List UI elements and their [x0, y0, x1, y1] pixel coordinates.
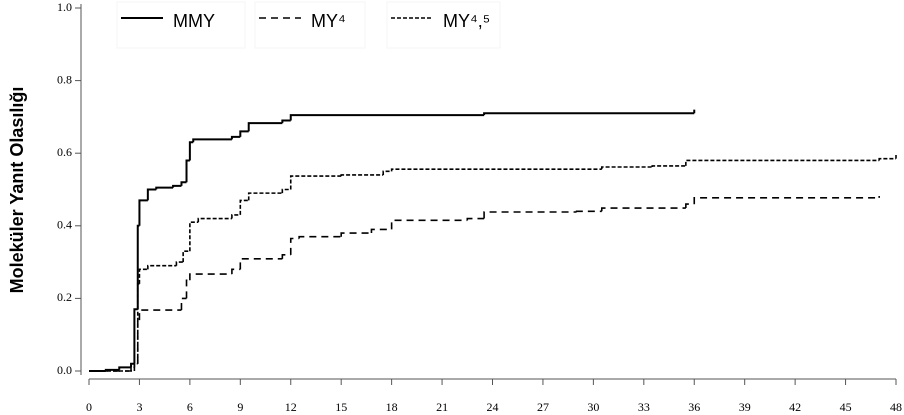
step-segment — [147, 264, 177, 270]
step-segment — [685, 203, 695, 209]
step-segment — [188, 141, 194, 161]
step-segment — [189, 273, 232, 281]
x-tick-label: 42 — [789, 400, 801, 414]
step-segment — [466, 217, 485, 221]
step-segment — [239, 199, 249, 215]
step-segment — [138, 199, 148, 226]
x-tick-label: 9 — [237, 400, 243, 414]
step-segment — [281, 119, 291, 124]
x-tick-label: 39 — [739, 400, 751, 414]
x-tick-label: 27 — [537, 400, 549, 414]
step-segment — [575, 210, 602, 213]
step-segment — [289, 237, 300, 255]
step-segment — [180, 181, 187, 186]
step-segment — [483, 211, 577, 219]
x-tick-label: 48 — [890, 400, 902, 414]
x-tick-label: 24 — [487, 400, 499, 414]
step-segment — [133, 362, 138, 368]
y-tick-label: 0.4 — [57, 218, 72, 232]
step-segment — [118, 366, 132, 370]
legend-label: MMY — [173, 11, 215, 31]
x-tick-label: 0 — [86, 400, 92, 414]
y-tick-label: 0.8 — [57, 72, 72, 86]
x-tick-label: 36 — [688, 400, 700, 414]
step-segment — [239, 258, 283, 270]
step-segment — [289, 114, 485, 121]
step-segment — [685, 159, 880, 166]
step-segment — [231, 214, 241, 219]
y-tick-label: 0.6 — [57, 145, 72, 159]
step-segment — [600, 166, 653, 170]
step-segment — [230, 135, 241, 140]
step-segment — [197, 217, 232, 223]
step-segment — [189, 221, 199, 252]
legend-box — [254, 1, 366, 49]
step-segment — [133, 308, 138, 364]
y-tick-label: 1.0 — [57, 0, 72, 14]
step-segment — [192, 138, 232, 143]
x-tick-label: 15 — [335, 400, 347, 414]
legend-label: MY⁴ — [311, 11, 346, 31]
step-segment — [600, 207, 686, 212]
x-tick-label: 3 — [136, 400, 142, 414]
step-segment — [172, 184, 182, 188]
step-segment — [289, 175, 342, 190]
step-segment — [231, 268, 241, 275]
y-tick-label: 0.2 — [57, 290, 72, 304]
step-segment — [247, 192, 283, 201]
step-segment — [247, 122, 283, 132]
step-segment — [185, 159, 190, 183]
step-segment — [281, 188, 291, 194]
step-segment — [146, 188, 157, 201]
step-segment — [878, 157, 896, 161]
step-segment — [239, 130, 249, 137]
step-segment — [182, 250, 190, 263]
x-tick-label: 18 — [386, 400, 398, 414]
step-segment — [390, 219, 468, 230]
y-axis-label: Moleküler Yanıt Olasılığı — [7, 87, 27, 294]
x-tick-label: 6 — [187, 400, 193, 414]
step-segment — [130, 366, 135, 371]
step-segment — [155, 186, 174, 190]
step-segment — [483, 112, 695, 116]
step-segment — [175, 261, 184, 266]
step-segment — [340, 232, 372, 237]
step-segment — [133, 362, 138, 371]
legend-box — [386, 1, 501, 49]
legend-box — [116, 1, 246, 49]
step-segment — [370, 228, 392, 234]
step-segment — [185, 279, 190, 299]
x-tick-label: 30 — [587, 400, 599, 414]
x-tick-label: 45 — [840, 400, 852, 414]
step-segment — [340, 174, 384, 177]
legend-label: MY⁴,⁵ — [443, 11, 490, 31]
step-segment — [138, 309, 182, 321]
x-tick-label: 21 — [436, 400, 448, 414]
step-segment — [130, 362, 135, 368]
y-tick-label: 0.0 — [57, 363, 72, 377]
step-segment — [390, 168, 602, 172]
step-segment — [382, 170, 392, 175]
step-segment — [180, 297, 187, 311]
step-segment — [298, 235, 342, 239]
step-segment — [651, 165, 686, 167]
step-segment — [281, 254, 291, 259]
x-tick-label: 33 — [638, 400, 650, 414]
step-segment — [693, 197, 880, 205]
step-segment — [138, 268, 148, 284]
x-tick-label: 12 — [285, 400, 297, 414]
